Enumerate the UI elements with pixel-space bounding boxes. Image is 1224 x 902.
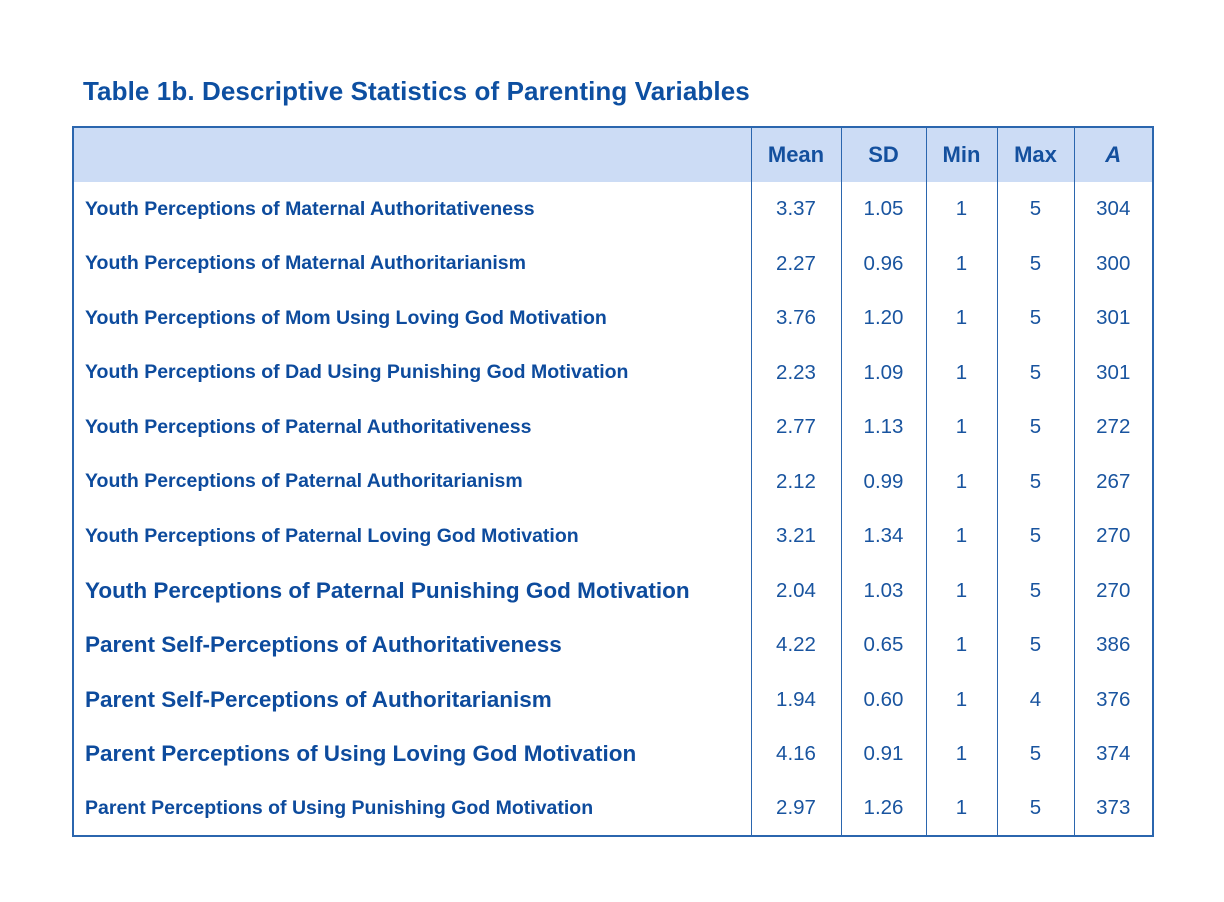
- cell-sd: 0.60: [840, 672, 926, 727]
- cell-n: 374: [1073, 727, 1153, 782]
- cell-mean: 2.04: [750, 563, 841, 618]
- cell-n: 386: [1073, 618, 1153, 673]
- cell-n: 301: [1073, 345, 1153, 400]
- cell-max: 4: [996, 672, 1074, 727]
- cell-sd: 0.91: [840, 727, 926, 782]
- cell-max: 5: [996, 345, 1074, 400]
- row-variable-label: Youth Perceptions of Maternal Authoritat…: [85, 197, 535, 220]
- cell-min: 1: [925, 182, 997, 237]
- table-row: Youth Perceptions of Dad Using Punishing…: [73, 345, 1153, 400]
- cell-max: 5: [996, 509, 1074, 564]
- header-variable-blank: [73, 127, 751, 182]
- header-min: Min: [925, 127, 997, 182]
- table-row: Youth Perceptions of Paternal Punishing …: [73, 563, 1153, 618]
- cell-n: 301: [1073, 291, 1153, 346]
- cell-min: 1: [925, 618, 997, 673]
- descriptive-statistics-table: Mean SD Min Max A Youth Perceptions of M…: [72, 126, 1154, 837]
- cell-mean: 2.12: [750, 454, 841, 509]
- cell-mean: 4.22: [750, 618, 841, 673]
- cell-max: 5: [996, 563, 1074, 618]
- cell-min: 1: [925, 727, 997, 782]
- row-variable-label: Youth Perceptions of Paternal Punishing …: [85, 577, 690, 603]
- cell-max: 5: [996, 727, 1074, 782]
- cell-min: 1: [925, 781, 997, 836]
- row-variable-label: Parent Self-Perceptions of Authoritarian…: [85, 686, 552, 712]
- row-variable-label: Youth Perceptions of Dad Using Punishing…: [85, 361, 629, 384]
- cell-max: 5: [996, 236, 1074, 291]
- cell-n: 267: [1073, 454, 1153, 509]
- cell-min: 1: [925, 509, 997, 564]
- cell-mean: 2.23: [750, 345, 841, 400]
- header-max: Max: [996, 127, 1074, 182]
- cell-sd: 0.96: [840, 236, 926, 291]
- table-title: Table 1b. Descriptive Statistics of Pare…: [83, 76, 750, 106]
- cell-min: 1: [925, 672, 997, 727]
- cell-sd: 1.13: [840, 400, 926, 455]
- cell-sd: 1.09: [840, 345, 926, 400]
- row-variable-label: Youth Perceptions of Paternal Authoritat…: [85, 415, 532, 438]
- header-row: Mean SD Min Max A: [73, 127, 1153, 182]
- cell-min: 1: [925, 454, 997, 509]
- cell-sd: 1.34: [840, 509, 926, 564]
- header-sd: SD: [840, 127, 926, 182]
- cell-mean: 2.27: [750, 236, 841, 291]
- table-row: Youth Perceptions of Paternal Loving God…: [73, 509, 1153, 564]
- cell-n: 304: [1073, 182, 1153, 237]
- cell-min: 1: [925, 236, 997, 291]
- cell-sd: 0.99: [840, 454, 926, 509]
- row-variable-label: Parent Self-Perceptions of Authoritative…: [85, 632, 562, 658]
- table-row: Youth Perceptions of Paternal Authoritat…: [73, 400, 1153, 455]
- header-n: A: [1073, 127, 1153, 182]
- table-row: Youth Perceptions of Paternal Authoritar…: [73, 454, 1153, 509]
- cell-max: 5: [996, 454, 1074, 509]
- table-row: Parent Perceptions of Using Punishing Go…: [73, 781, 1153, 836]
- cell-n: 300: [1073, 236, 1153, 291]
- row-variable-label: Youth Perceptions of Paternal Authoritar…: [85, 470, 523, 493]
- cell-sd: 1.26: [840, 781, 926, 836]
- cell-mean: 3.37: [750, 182, 841, 237]
- table-row: Youth Perceptions of Maternal Authoritat…: [73, 182, 1153, 237]
- cell-min: 1: [925, 563, 997, 618]
- cell-min: 1: [925, 291, 997, 346]
- cell-mean: 3.76: [750, 291, 841, 346]
- table-row: Parent Self-Perceptions of Authoritarian…: [73, 672, 1153, 727]
- cell-max: 5: [996, 291, 1074, 346]
- cell-mean: 3.21: [750, 509, 841, 564]
- header-mean: Mean: [750, 127, 841, 182]
- cell-mean: 4.16: [750, 727, 841, 782]
- row-variable-label: Youth Perceptions of Maternal Authoritar…: [85, 252, 526, 275]
- row-variable-label: Parent Perceptions of Using Loving God M…: [85, 741, 637, 767]
- cell-sd: 0.65: [840, 618, 926, 673]
- row-variable-label: Youth Perceptions of Paternal Loving God…: [85, 524, 579, 547]
- cell-sd: 1.05: [840, 182, 926, 237]
- cell-max: 5: [996, 400, 1074, 455]
- cell-sd: 1.20: [840, 291, 926, 346]
- cell-mean: 1.94: [750, 672, 841, 727]
- table-row: Youth Perceptions of Mom Using Loving Go…: [73, 291, 1153, 346]
- cell-min: 1: [925, 345, 997, 400]
- cell-max: 5: [996, 182, 1074, 237]
- cell-min: 1: [925, 400, 997, 455]
- cell-max: 5: [996, 781, 1074, 836]
- cell-n: 373: [1073, 781, 1153, 836]
- cell-n: 270: [1073, 509, 1153, 564]
- cell-max: 5: [996, 618, 1074, 673]
- cell-n: 376: [1073, 672, 1153, 727]
- cell-mean: 2.77: [750, 400, 841, 455]
- table-row: Parent Self-Perceptions of Authoritative…: [73, 618, 1153, 673]
- table-row: Youth Perceptions of Maternal Authoritar…: [73, 236, 1153, 291]
- row-variable-label: Youth Perceptions of Mom Using Loving Go…: [85, 306, 607, 329]
- cell-n: 270: [1073, 563, 1153, 618]
- cell-sd: 1.03: [840, 563, 926, 618]
- row-variable-label: Parent Perceptions of Using Punishing Go…: [85, 796, 594, 819]
- table-row: Parent Perceptions of Using Loving God M…: [73, 727, 1153, 782]
- cell-mean: 2.97: [750, 781, 841, 836]
- cell-n: 272: [1073, 400, 1153, 455]
